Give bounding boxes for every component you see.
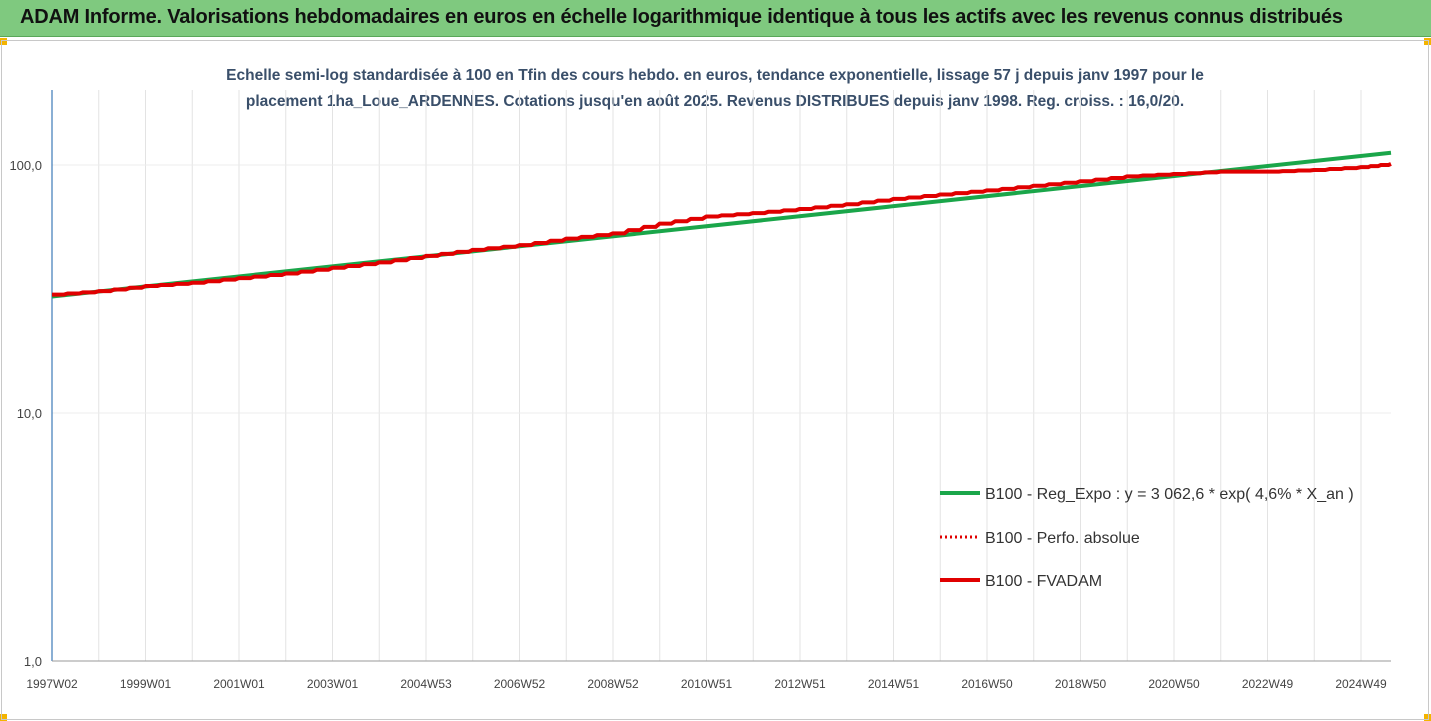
corner-marker-bottom-right bbox=[1424, 714, 1431, 721]
corner-marker-bottom-left bbox=[0, 714, 7, 721]
x-tick-label: 2014W51 bbox=[868, 677, 920, 691]
legend-label: B100 - Reg_Expo : y = 3 062,6 * exp( 4,6… bbox=[985, 486, 1354, 503]
axes bbox=[51, 90, 1391, 662]
series-line-fvadam bbox=[52, 162, 1392, 297]
corner-marker-left bbox=[0, 38, 7, 45]
x-tick-label: 2024W49 bbox=[1335, 677, 1387, 691]
x-tick-label: 2020W50 bbox=[1148, 677, 1200, 691]
x-tick-label: 2012W51 bbox=[774, 677, 826, 691]
corner-marker-right bbox=[1424, 38, 1431, 45]
x-tick-labels: 1997W02 1999W01 2001W01 2003W01 2004W53 2006W… bbox=[26, 677, 1387, 691]
legend: B100 - Reg_Expo : y = 3 062,6 * exp( 4,6… bbox=[940, 486, 1354, 590]
x-tick-label: 2004W53 bbox=[400, 677, 452, 691]
chart-title-line-2: placement 1ha_Loue_ARDENNES. Cotations j… bbox=[245, 93, 1185, 110]
x-tick-label: 2022W49 bbox=[1242, 677, 1294, 691]
x-tick-label: 2006W52 bbox=[494, 677, 546, 691]
y-tick-labels: 1,0 10,0 100,0 bbox=[9, 158, 42, 669]
y-tick-label: 100,0 bbox=[9, 158, 42, 173]
series-lines bbox=[51, 150, 1392, 299]
legend-label: B100 - FVADAM bbox=[985, 573, 1102, 590]
title-banner: ADAM Informe. Valorisations hebdomadaire… bbox=[0, 0, 1431, 37]
x-tick-label: 2003W01 bbox=[307, 677, 359, 691]
y-tick-label: 10,0 bbox=[17, 406, 42, 421]
legend-label: B100 - Perfo. absolue bbox=[985, 530, 1140, 547]
x-tick-label: 2008W52 bbox=[587, 677, 639, 691]
chart-title-line-1: Echelle semi-log standardisée à 100 en T… bbox=[226, 67, 1204, 84]
chart-area bbox=[1, 40, 1429, 720]
x-tick-label: 2001W01 bbox=[213, 677, 265, 691]
page-title: ADAM Informe. Valorisations hebdomadaire… bbox=[20, 6, 1343, 28]
x-tick-label: 1997W02 bbox=[26, 677, 78, 691]
chart-title: Echelle semi-log standardisée à 100 en T… bbox=[150, 63, 1280, 115]
x-tick-label: 2016W50 bbox=[961, 677, 1013, 691]
x-tick-label: 1999W01 bbox=[120, 677, 172, 691]
x-tick-label: 2018W50 bbox=[1055, 677, 1107, 691]
y-tick-label: 1,0 bbox=[24, 654, 42, 669]
x-tick-label: 2010W51 bbox=[681, 677, 733, 691]
